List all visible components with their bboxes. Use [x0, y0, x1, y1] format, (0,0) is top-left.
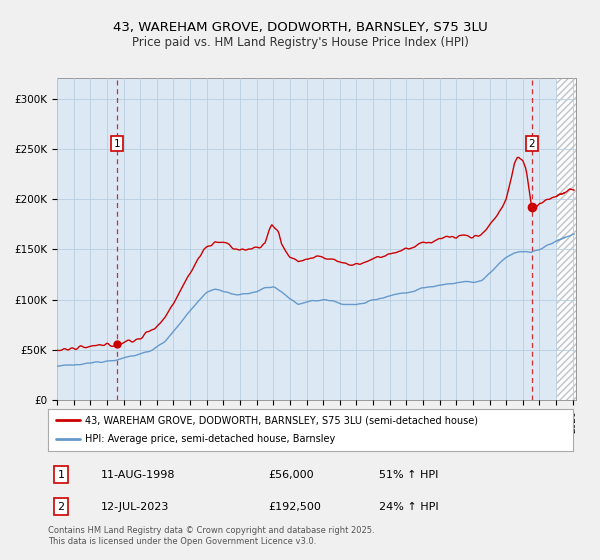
- Text: 2: 2: [528, 139, 535, 149]
- Text: £56,000: £56,000: [269, 470, 314, 479]
- Text: 1: 1: [58, 470, 65, 479]
- Text: 2: 2: [58, 502, 65, 511]
- Text: 51% ↑ HPI: 51% ↑ HPI: [379, 470, 438, 479]
- Text: 1: 1: [114, 139, 121, 149]
- Text: Contains HM Land Registry data © Crown copyright and database right 2025.
This d: Contains HM Land Registry data © Crown c…: [48, 526, 374, 546]
- Text: 12-JUL-2023: 12-JUL-2023: [101, 502, 169, 511]
- Bar: [556, 78, 576, 400]
- Text: 43, WAREHAM GROVE, DODWORTH, BARNSLEY, S75 3LU (semi-detached house): 43, WAREHAM GROVE, DODWORTH, BARNSLEY, S…: [85, 415, 478, 425]
- Text: 11-AUG-1998: 11-AUG-1998: [101, 470, 175, 479]
- Text: Price paid vs. HM Land Registry's House Price Index (HPI): Price paid vs. HM Land Registry's House …: [131, 36, 469, 49]
- Text: £192,500: £192,500: [269, 502, 322, 511]
- Text: HPI: Average price, semi-detached house, Barnsley: HPI: Average price, semi-detached house,…: [85, 435, 335, 445]
- Text: 24% ↑ HPI: 24% ↑ HPI: [379, 502, 439, 511]
- Text: 43, WAREHAM GROVE, DODWORTH, BARNSLEY, S75 3LU: 43, WAREHAM GROVE, DODWORTH, BARNSLEY, S…: [113, 21, 487, 34]
